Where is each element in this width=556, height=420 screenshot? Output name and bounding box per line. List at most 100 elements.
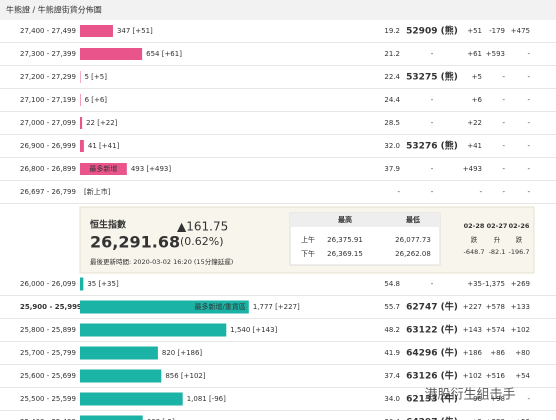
daily-change: - <box>479 188 482 196</box>
daily-change: +61 <box>467 50 482 58</box>
daily-change: +223 <box>486 418 505 420</box>
index-name: 恒生指數 <box>90 219 127 231</box>
warrant-code[interactable]: 64296 (牛) <box>406 347 458 359</box>
daily-change: +593 <box>486 50 505 58</box>
history-direction: 跌 <box>516 235 523 244</box>
distance: 22.4 <box>384 73 400 81</box>
index-change: ▲161.75 <box>177 220 228 234</box>
daily-change: +6 <box>472 96 483 104</box>
volume-label: 493 [+493] <box>131 165 172 173</box>
daily-change: - <box>527 165 530 173</box>
daily-change: +574 <box>486 326 506 334</box>
header-bar <box>0 0 556 20</box>
table-cell: 26,077.73 <box>395 236 431 244</box>
daily-change: - <box>502 188 505 196</box>
volume-bar <box>80 25 113 37</box>
strike-range: 25,500 - 25,599 <box>20 395 76 403</box>
volume-label: 856 [+102] <box>165 372 206 380</box>
daily-change: +578 <box>486 303 505 311</box>
volume-label: 22 [+22] <box>86 119 118 127</box>
daily-change: +143 <box>463 326 482 334</box>
warrant-code[interactable]: 62747 (牛) <box>406 301 458 313</box>
volume-label: 1,777 [+227] <box>253 303 300 311</box>
distance: - <box>397 188 400 196</box>
volume-label: 5 [+5] <box>84 73 107 81</box>
daily-change: - <box>502 73 505 81</box>
daily-change: +54 <box>515 372 530 380</box>
daily-change: -1,375 <box>482 280 505 288</box>
daily-change: +22 <box>467 119 482 127</box>
volume-bar <box>80 163 127 175</box>
index-table-header <box>290 213 440 227</box>
volume-bar <box>80 300 249 314</box>
daily-change: - <box>527 96 530 104</box>
distance: 48.2 <box>384 326 400 334</box>
daily-change: - <box>527 142 530 150</box>
distance: 21.2 <box>384 50 400 58</box>
daily-change: - <box>527 395 530 403</box>
history-direction: 升 <box>494 235 501 244</box>
distance: 37.9 <box>384 165 400 173</box>
watermark: 港股衍生組击手 <box>424 388 515 403</box>
distance: 24.4 <box>384 96 400 104</box>
warrant-code[interactable]: 52909 (熊) <box>406 25 458 37</box>
volume-bar <box>80 415 143 420</box>
index-change-pct: (0.62%) <box>180 235 224 248</box>
breadcrumb[interactable]: 牛熊證 / 牛熊證街貨分佈圖 <box>6 5 102 15</box>
warrant-code[interactable]: 63126 (牛) <box>406 370 458 382</box>
warrant-code[interactable]: 62133 (牛) <box>406 393 458 405</box>
daily-change: - <box>527 119 530 127</box>
table-header: 最低 <box>406 215 420 224</box>
history-date: 02-27 <box>487 222 508 230</box>
daily-change: +86 <box>490 349 505 357</box>
daily-change: +53 <box>515 418 530 420</box>
daily-change: +51 <box>467 27 482 35</box>
index-value: 26,291.68 <box>90 233 180 252</box>
volume-label: 820 [+186] <box>162 349 203 357</box>
strike-range: 25,600 - 25,699 <box>20 372 76 380</box>
warrant-code: - <box>431 96 434 104</box>
table-header: 最高 <box>338 215 352 224</box>
strike-range: 27,300 - 27,399 <box>20 50 76 58</box>
volume-bar <box>80 277 84 291</box>
volume-label: 660 [-2] <box>147 418 175 420</box>
daily-change: +41 <box>467 142 482 150</box>
table-cell: 上午 <box>301 235 315 244</box>
distance: 37.4 <box>384 372 400 380</box>
volume-bar <box>80 94 81 106</box>
daily-change: - <box>502 119 505 127</box>
volume-label: 35 [+35] <box>87 280 119 288</box>
strike-range: 26,000 - 26,099 <box>20 280 76 288</box>
daily-change: +133 <box>511 303 530 311</box>
daily-change: +80 <box>515 349 530 357</box>
daily-change: +516 <box>486 372 506 380</box>
daily-change: +475 <box>511 27 530 35</box>
volume-bar <box>80 48 143 60</box>
daily-change: - <box>502 96 505 104</box>
daily-change: - <box>502 142 505 150</box>
warrant-code[interactable]: 63122 (牛) <box>406 324 458 336</box>
volume-label: [新上市] <box>84 187 111 196</box>
daily-change: +5 <box>472 73 482 81</box>
warrant-code: - <box>431 280 434 288</box>
warrant-code[interactable]: 64297 (牛) <box>406 416 458 420</box>
warrant-code[interactable]: 53275 (熊) <box>406 71 458 83</box>
volume-label: 41 [+41] <box>88 142 120 150</box>
strike-range: 25,800 - 25,899 <box>20 326 76 334</box>
strike-range: 27,200 - 27,299 <box>20 73 76 81</box>
volume-bar <box>80 392 183 406</box>
history-change: -196.7 <box>509 248 530 256</box>
strike-range: 25,900 - 25,999 <box>20 303 82 311</box>
distance: 19.2 <box>384 27 400 35</box>
daily-change: +102 <box>463 372 482 380</box>
daily-change: - <box>502 165 505 173</box>
history-change: -82.1 <box>489 248 506 256</box>
volume-label: 6 [+6] <box>85 96 108 104</box>
daily-change: +35 <box>467 280 482 288</box>
warrant-code[interactable]: 53276 (熊) <box>406 140 458 152</box>
table-cell: 下午 <box>301 249 315 258</box>
daily-change: +102 <box>511 326 530 334</box>
daily-change: +98 <box>490 395 505 403</box>
warrant-code: - <box>431 50 434 58</box>
